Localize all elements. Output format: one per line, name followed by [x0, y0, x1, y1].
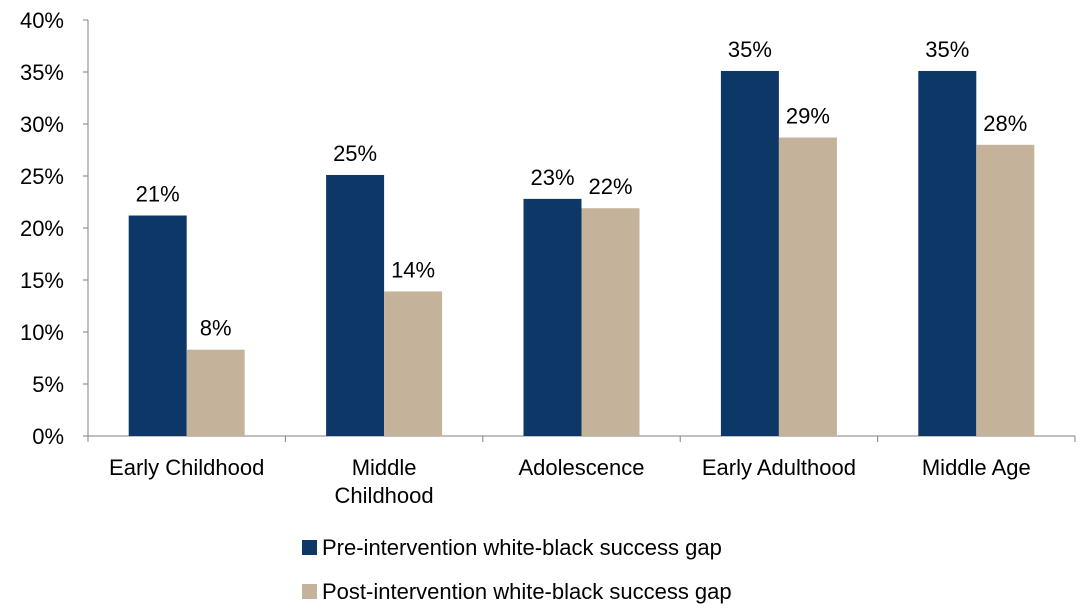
- legend-label: Pre-intervention white-black success gap: [322, 535, 722, 560]
- x-category-label-line: Middle: [352, 455, 417, 480]
- bar-pre: [128, 215, 187, 436]
- bar-pre: [326, 174, 385, 436]
- data-label: 23%: [530, 165, 574, 190]
- y-tick-label: 15%: [20, 268, 64, 293]
- bar-pre: [918, 70, 977, 437]
- data-label: 25%: [333, 141, 377, 166]
- data-label: 28%: [983, 111, 1027, 136]
- x-category-label-line: Early Adulthood: [702, 455, 856, 480]
- legend-label: Post-intervention white-black success ga…: [322, 579, 732, 604]
- x-category-label: Adolescence: [519, 455, 645, 480]
- bar-post: [581, 208, 640, 436]
- y-tick-label: 30%: [20, 112, 64, 137]
- chart-bars: [128, 70, 1035, 437]
- data-label: 14%: [391, 257, 435, 282]
- x-category-label-line: Middle Age: [922, 455, 1031, 480]
- y-tick-label: 25%: [20, 164, 64, 189]
- data-label: 35%: [925, 37, 969, 62]
- bar-post: [976, 144, 1035, 437]
- x-category-label-line: Adolescence: [519, 455, 645, 480]
- bar-pre: [720, 70, 779, 437]
- y-tick-label: 5%: [32, 372, 64, 397]
- data-label: 21%: [136, 182, 180, 207]
- y-tick-label: 40%: [20, 8, 64, 33]
- chart-axes: 0% 5% 10% 15% 20% 25% 30% 35% 40% Early Childhood…: [20, 8, 1076, 508]
- data-label: 29%: [786, 104, 830, 129]
- y-tick-label: 0%: [32, 424, 64, 449]
- data-label: 8%: [200, 316, 232, 341]
- x-category-label: Early Adulthood: [702, 455, 856, 480]
- legend-swatch-post: [302, 584, 317, 599]
- x-category-label: Early Childhood: [109, 455, 264, 480]
- x-category-label: Middle Age: [922, 455, 1031, 480]
- bar-pre: [523, 198, 582, 436]
- bar-post: [186, 349, 245, 436]
- x-category-label: Middle Childhood: [335, 455, 434, 508]
- bar-post: [384, 291, 443, 436]
- data-label: 22%: [588, 174, 632, 199]
- data-label: 35%: [728, 37, 772, 62]
- bar-post: [778, 137, 837, 436]
- x-category-label-line: Early Childhood: [109, 455, 264, 480]
- chart-data-labels: 21% 25% 23% 35% 35% 8% 14% 22% 29% 28%: [136, 37, 1028, 341]
- x-category-label-line: Childhood: [335, 483, 434, 508]
- legend-swatch-pre: [302, 540, 317, 555]
- chart-legend: Pre-intervention white-black success gap…: [302, 535, 732, 604]
- y-tick-label: 20%: [20, 216, 64, 241]
- y-tick-label: 10%: [20, 320, 64, 345]
- y-tick-label: 35%: [20, 60, 64, 85]
